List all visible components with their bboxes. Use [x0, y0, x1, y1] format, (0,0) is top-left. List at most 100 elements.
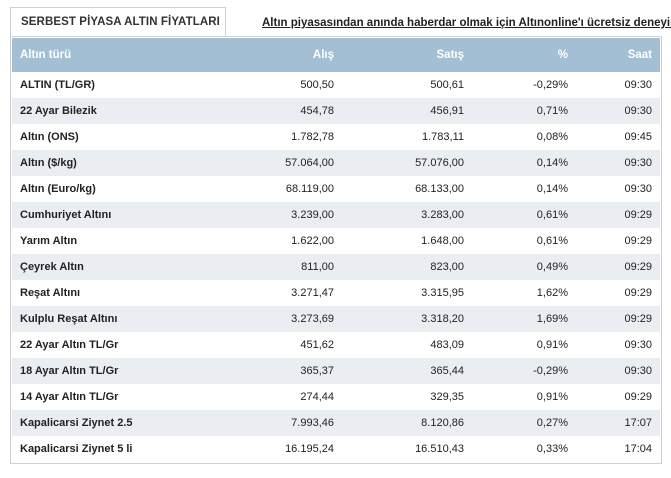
table-row: Yarım Altın 1.622,00 1.648,00 0,61% 09:29	[12, 228, 660, 254]
cell-time: 09:30	[624, 157, 652, 169]
cell-gold-type: 22 Ayar Bilezik	[20, 105, 97, 117]
cell-sell: 68.133,00	[415, 183, 464, 195]
table-row: Reşat Altını 3.271,47 3.315,95 1,62% 09:29	[12, 280, 660, 306]
table-row: Kapalicarsi Ziynet 5 li 16.195,24 16.510,4…	[12, 436, 660, 462]
cell-time: 09:30	[624, 339, 652, 351]
table-row: ALTIN (TL/GR) 500,50 500,61 -0,29% 09:30	[12, 72, 660, 98]
cell-buy: 500,50	[300, 79, 334, 91]
cell-sell: 823,00	[430, 261, 464, 273]
column-header-sell: Satış	[436, 49, 465, 61]
cell-change: 0,71%	[536, 105, 568, 117]
cell-gold-type: ALTIN (TL/GR)	[20, 79, 95, 91]
table-row: 22 Ayar Altın TL/Gr 451,62 483,09 0,91% 09:3…	[12, 332, 660, 358]
table-row: Kulplu Reşat Altını 3.273,69 3.318,20 1,69%…	[12, 306, 660, 332]
cell-change: -0,29%	[533, 79, 568, 91]
cell-change: -0,29%	[533, 365, 568, 377]
cell-buy: 274,44	[300, 391, 334, 403]
table-row: Cumhuriyet Altını 3.239,00 3.283,00 0,61% 09…	[12, 202, 660, 228]
cell-change: 0,91%	[536, 391, 568, 403]
cell-change: 1,69%	[536, 313, 568, 325]
cell-sell: 1.783,11	[421, 131, 464, 143]
table-row: 14 Ayar Altın TL/Gr 274,44 329,35 0,91% 09:2…	[12, 384, 660, 410]
cell-sell: 3.283,00	[421, 209, 464, 221]
cell-gold-type: 18 Ayar Altın TL/Gr	[20, 365, 119, 377]
column-header-time: Saat	[627, 49, 652, 61]
altinonline-promo-link[interactable]: Altın piyasasından anında haberdar olmak…	[262, 17, 671, 29]
cell-time: 09:30	[624, 79, 652, 91]
cell-gold-type: Kulplu Reşat Altını	[20, 313, 118, 325]
cell-gold-type: 22 Ayar Altın TL/Gr	[20, 339, 119, 351]
cell-time: 09:29	[624, 391, 652, 403]
table-row: Altın (Euro/kg) 68.119,00 68.133,00 0,14% 09…	[12, 176, 660, 202]
table-row: Altın (ONS) 1.782,78 1.783,11 0,08% 09:45	[12, 124, 660, 150]
cell-buy: 57.064,00	[285, 157, 334, 169]
table-row: 18 Ayar Altın TL/Gr 365,37 365,44 -0,29% 09:…	[12, 358, 660, 384]
cell-sell: 57.076,00	[415, 157, 464, 169]
cell-change: 0,14%	[536, 183, 568, 195]
cell-time: 09:29	[624, 209, 652, 221]
cell-buy: 3.271,47	[291, 287, 334, 299]
column-header-type: Altın türü	[20, 49, 72, 61]
cell-gold-type: Kapalicarsi Ziynet 2.5	[20, 417, 133, 429]
cell-gold-type: Çeyrek Altın	[20, 261, 84, 273]
cell-buy: 454,78	[300, 105, 334, 117]
cell-sell: 329,35	[430, 391, 464, 403]
column-header-change: %	[557, 49, 568, 61]
cell-gold-type: Reşat Altını	[20, 287, 81, 299]
cell-time: 09:30	[624, 105, 652, 117]
cell-time: 09:29	[624, 235, 652, 247]
cell-gold-type: Altın (Euro/kg)	[20, 183, 96, 195]
cell-gold-type: 14 Ayar Altın TL/Gr	[20, 391, 119, 403]
cell-buy: 1.782,78	[291, 131, 334, 143]
cell-buy: 3.239,00	[291, 209, 334, 221]
cell-change: 0,49%	[536, 261, 568, 273]
cell-change: 0,61%	[536, 209, 568, 221]
cell-gold-type: Yarım Altın	[20, 235, 78, 247]
cell-time: 09:30	[624, 183, 652, 195]
cell-sell: 16.510,43	[415, 443, 464, 455]
cell-sell: 3.315,95	[421, 287, 464, 299]
cell-buy: 451,62	[300, 339, 334, 351]
cell-change: 0,08%	[536, 131, 568, 143]
cell-buy: 3.273,69	[291, 313, 334, 325]
cell-sell: 456,91	[430, 105, 464, 117]
cell-change: 0,61%	[536, 235, 568, 247]
table-row: 22 Ayar Bilezik 454,78 456,91 0,71% 09:30	[12, 98, 660, 124]
table-row: Kapalicarsi Ziynet 2.5 7.993,46 8.120,86 0,…	[12, 410, 660, 436]
cell-buy: 16.195,24	[285, 443, 334, 455]
column-header-buy: Alış	[312, 49, 334, 61]
tab-free-market-gold-prices[interactable]: SERBEST PİYASA ALTIN FİYATLARI	[10, 7, 226, 36]
cell-sell: 3.318,20	[421, 313, 464, 325]
cell-time: 09:29	[624, 313, 652, 325]
cell-sell: 8.120,86	[421, 417, 464, 429]
table-frame	[10, 36, 662, 464]
cell-change: 0,33%	[536, 443, 568, 455]
table-row: Altın ($/kg) 57.064,00 57.076,00 0,14% 09:30	[12, 150, 660, 176]
cell-change: 0,91%	[536, 339, 568, 351]
cell-gold-type: Altın ($/kg)	[20, 157, 77, 169]
cell-time: 17:04	[624, 443, 652, 455]
cell-change: 1,62%	[536, 287, 568, 299]
cell-buy: 365,37	[300, 365, 334, 377]
cell-time: 09:29	[624, 261, 652, 273]
table-header-row: Altın türü Alış Satış % Saat	[12, 38, 660, 72]
table-row: Çeyrek Altın 811,00 823,00 0,49% 09:29	[12, 254, 660, 280]
cell-time: 09:29	[624, 287, 652, 299]
cell-sell: 1.648,00	[421, 235, 464, 247]
cell-buy: 1.622,00	[291, 235, 334, 247]
cell-gold-type: Kapalicarsi Ziynet 5 li	[20, 443, 133, 455]
cell-buy: 7.993,46	[291, 417, 334, 429]
cell-change: 0,27%	[536, 417, 568, 429]
gold-prices-table: Altın türü Alış Satış % Saat ALTIN (TL/G…	[12, 38, 660, 462]
cell-sell: 500,61	[430, 79, 464, 91]
cell-sell: 365,44	[430, 365, 464, 377]
cell-time: 17:07	[624, 417, 652, 429]
cell-time: 09:45	[624, 131, 652, 143]
cell-gold-type: Cumhuriyet Altını	[20, 209, 112, 221]
cell-gold-type: Altın (ONS)	[20, 131, 79, 143]
cell-buy: 811,00	[301, 261, 334, 273]
cell-time: 09:30	[624, 365, 652, 377]
cell-change: 0,14%	[536, 157, 568, 169]
cell-buy: 68.119,00	[285, 183, 334, 195]
